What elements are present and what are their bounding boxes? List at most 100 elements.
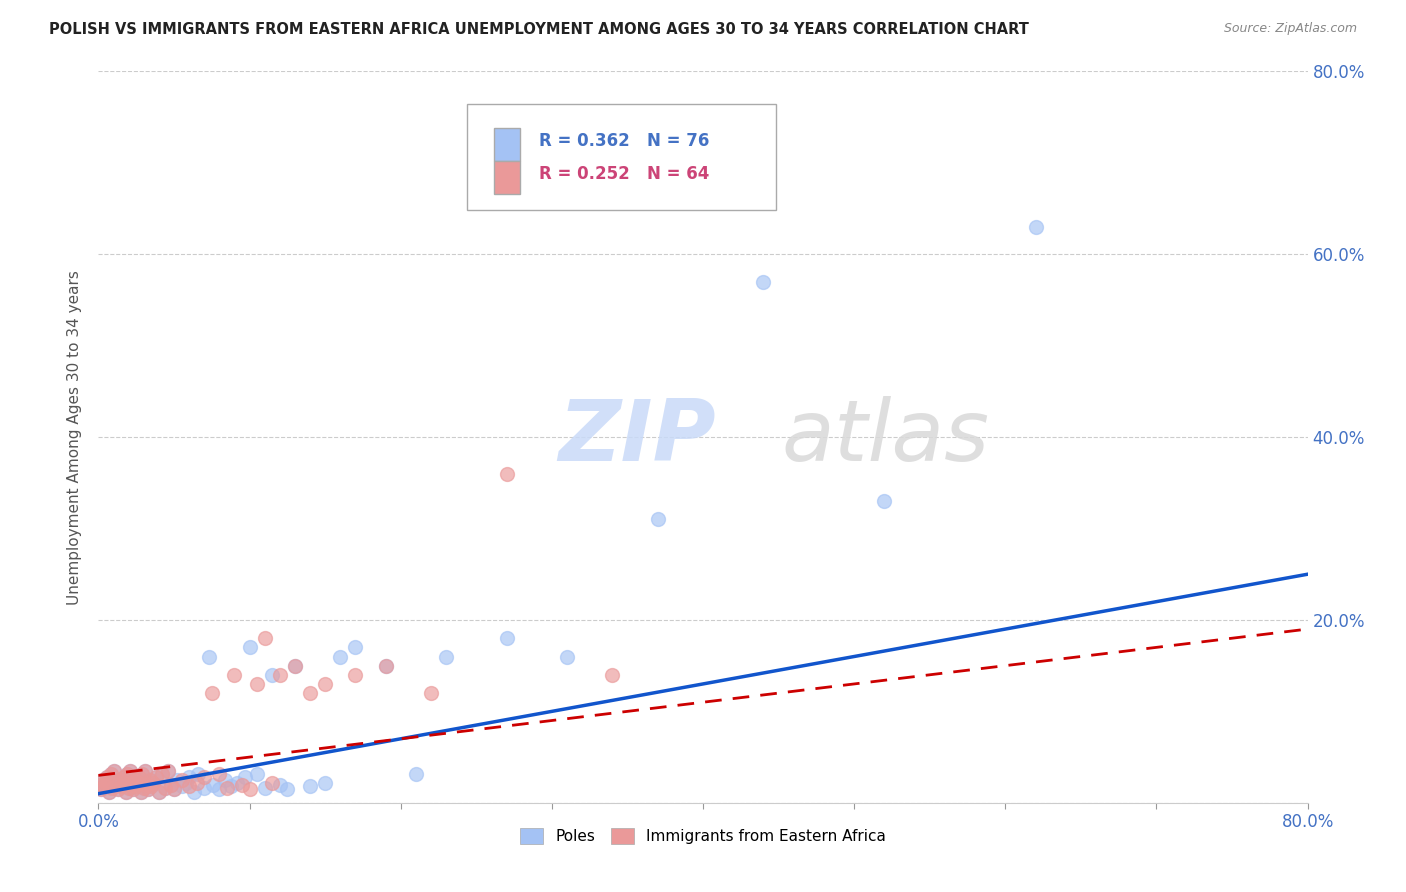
- Point: [112, 770, 135, 784]
- Point: [98, 785, 121, 799]
- Point: [495, 467, 517, 481]
- Point: [179, 770, 201, 784]
- Text: Source: ZipAtlas.com: Source: ZipAtlas.com: [1223, 22, 1357, 36]
- Point: [124, 772, 146, 787]
- Point: [269, 778, 291, 792]
- Point: [153, 781, 176, 796]
- Point: [91, 772, 114, 787]
- Point: [284, 658, 307, 673]
- Point: [96, 770, 118, 784]
- Point: [129, 785, 152, 799]
- Point: [135, 778, 157, 792]
- Point: [94, 775, 117, 789]
- Point: [262, 667, 284, 681]
- Point: [374, 658, 396, 673]
- Point: [145, 770, 167, 784]
- Point: [129, 785, 152, 799]
- Point: [156, 764, 179, 778]
- Point: [214, 772, 236, 787]
- Point: [208, 766, 231, 780]
- Point: [93, 780, 115, 794]
- Point: [269, 667, 291, 681]
- Point: [115, 766, 138, 780]
- Point: [118, 781, 141, 796]
- Point: [156, 764, 179, 778]
- Point: [299, 686, 322, 700]
- Point: [127, 775, 149, 789]
- Point: [495, 632, 517, 646]
- Text: ZIP: ZIP: [558, 395, 716, 479]
- Legend: Poles, Immigrants from Eastern Africa: Poles, Immigrants from Eastern Africa: [515, 822, 891, 850]
- Point: [122, 782, 145, 797]
- Point: [314, 775, 336, 789]
- Point: [163, 782, 186, 797]
- Point: [90, 782, 112, 797]
- Point: [141, 780, 163, 794]
- Point: [101, 781, 124, 796]
- Point: [118, 781, 141, 796]
- Point: [136, 782, 159, 797]
- Point: [166, 772, 188, 787]
- Point: [105, 778, 128, 792]
- Point: [170, 772, 193, 787]
- FancyBboxPatch shape: [494, 128, 520, 161]
- Point: [187, 766, 209, 780]
- Point: [89, 778, 111, 792]
- Point: [101, 781, 124, 796]
- Point: [120, 764, 142, 778]
- Point: [108, 772, 131, 787]
- Point: [112, 770, 135, 784]
- Point: [103, 764, 125, 778]
- Point: [142, 775, 165, 789]
- Point: [420, 686, 443, 700]
- Point: [134, 764, 156, 778]
- Text: R = 0.362   N = 76: R = 0.362 N = 76: [538, 132, 709, 150]
- Text: atlas: atlas: [782, 395, 990, 479]
- Point: [253, 632, 276, 646]
- Point: [91, 772, 114, 787]
- Point: [108, 772, 131, 787]
- Point: [135, 778, 157, 792]
- Point: [131, 766, 153, 780]
- Point: [226, 775, 249, 789]
- Point: [150, 766, 173, 780]
- Point: [121, 778, 143, 792]
- Point: [752, 275, 775, 289]
- Point: [100, 766, 122, 780]
- Point: [186, 775, 208, 789]
- Point: [1024, 219, 1046, 234]
- Point: [93, 780, 115, 794]
- FancyBboxPatch shape: [467, 104, 776, 211]
- Text: R = 0.252   N = 64: R = 0.252 N = 64: [538, 165, 709, 183]
- Text: POLISH VS IMMIGRANTS FROM EASTERN AFRICA UNEMPLOYMENT AMONG AGES 30 TO 34 YEARS : POLISH VS IMMIGRANTS FROM EASTERN AFRICA…: [49, 22, 1029, 37]
- Point: [239, 782, 262, 797]
- Point: [96, 770, 118, 784]
- Point: [253, 781, 276, 796]
- Point: [246, 677, 269, 691]
- Point: [202, 778, 225, 792]
- Point: [170, 780, 193, 794]
- Point: [276, 782, 298, 797]
- Point: [111, 775, 134, 789]
- Point: [124, 772, 146, 787]
- Point: [163, 782, 186, 797]
- Point: [114, 785, 136, 799]
- Point: [107, 782, 129, 797]
- Point: [128, 770, 150, 784]
- Point: [111, 775, 134, 789]
- Point: [136, 782, 159, 797]
- Point: [141, 780, 163, 794]
- Point: [179, 780, 201, 794]
- Point: [148, 785, 170, 799]
- Point: [215, 781, 238, 796]
- Point: [193, 781, 215, 796]
- Point: [160, 778, 183, 792]
- Point: [208, 782, 231, 797]
- Y-axis label: Unemployment Among Ages 30 to 34 years: Unemployment Among Ages 30 to 34 years: [67, 269, 83, 605]
- Point: [98, 785, 121, 799]
- Point: [145, 770, 167, 784]
- Point: [120, 764, 142, 778]
- Point: [224, 667, 246, 681]
- Point: [647, 512, 669, 526]
- Point: [221, 780, 243, 794]
